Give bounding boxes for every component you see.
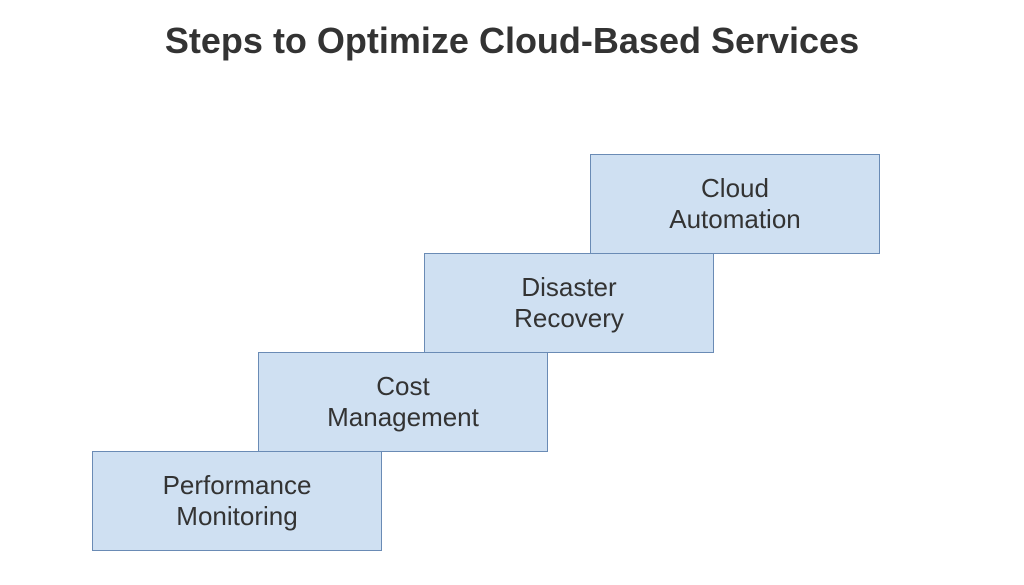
step-label-line2: Recovery — [514, 303, 624, 334]
step-label-line1: Cloud — [669, 173, 801, 204]
step-box: Cloud Automation — [590, 154, 880, 254]
step-box: Performance Monitoring — [92, 451, 382, 551]
step-label-line2: Management — [327, 402, 479, 433]
step-label-line1: Disaster — [514, 272, 624, 303]
step-label-line2: Monitoring — [163, 501, 312, 532]
step-label-line2: Automation — [669, 204, 801, 235]
step-box: Disaster Recovery — [424, 253, 714, 353]
diagram-title: Steps to Optimize Cloud-Based Services — [0, 20, 1024, 62]
step-label-line1: Cost — [327, 371, 479, 402]
step-box: Cost Management — [258, 352, 548, 452]
step-label-line1: Performance — [163, 470, 312, 501]
